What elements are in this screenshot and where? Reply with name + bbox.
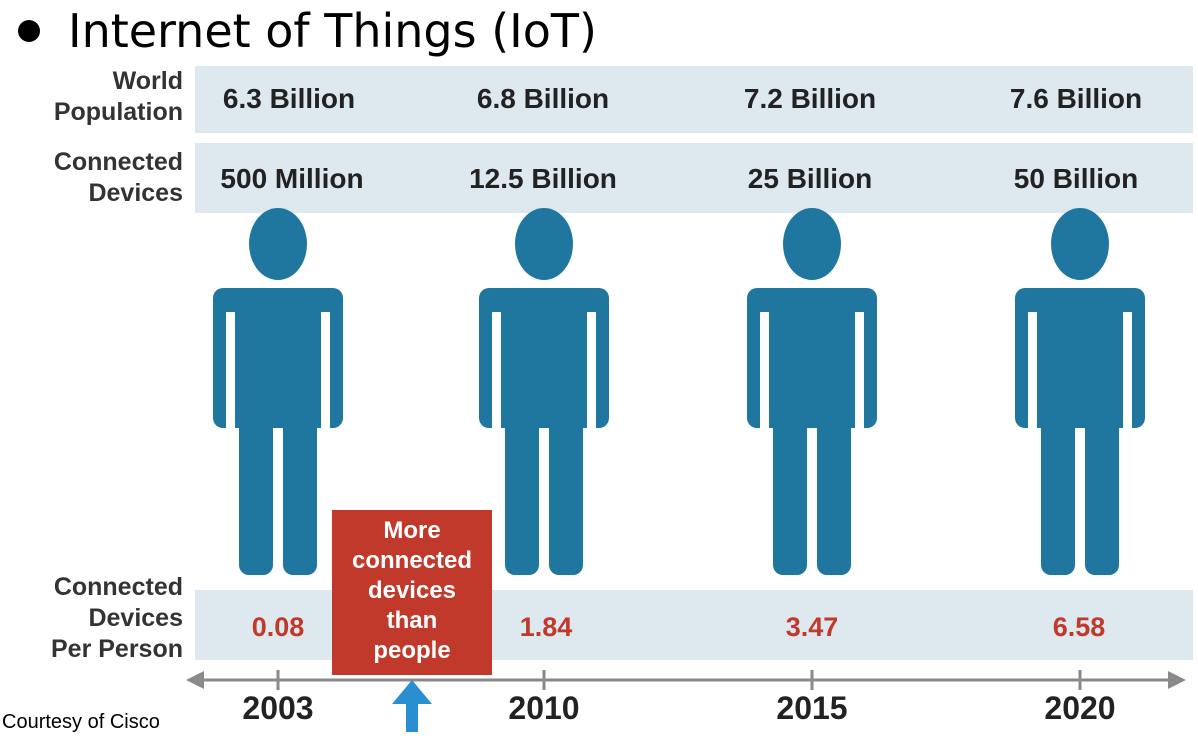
- person-icon-2015: [747, 208, 877, 575]
- year-2015: 2015: [776, 690, 848, 726]
- year-2010: 2010: [508, 690, 580, 726]
- callout-line: than: [386, 607, 438, 634]
- devices-2010: 12.5 Billion: [469, 163, 617, 194]
- devices-2020: 50 Billion: [1013, 163, 1139, 194]
- per-person-2015: 3.47: [785, 612, 839, 642]
- axis-right-arrow-icon: [1168, 671, 1186, 689]
- row-label-line: Per Person: [50, 635, 183, 663]
- callout-box: More connected devices than people: [332, 510, 492, 675]
- population-2015: 7.2 Billion: [743, 83, 877, 114]
- year-2020: 2020: [1044, 690, 1116, 726]
- up-arrow-icon: [392, 680, 432, 732]
- row-label-line: Population: [53, 98, 183, 126]
- callout-line: people: [373, 637, 451, 664]
- slide-title-row: Internet of Things (IoT): [18, 0, 597, 62]
- per-person-2020: 6.58: [1052, 612, 1106, 642]
- person-icon-2020: [1015, 208, 1145, 575]
- row-label-per-person: Connected Devices Per Person: [51, 572, 183, 665]
- row-label-line: Connected: [53, 573, 183, 601]
- population-band: [195, 66, 1193, 133]
- row-label-line: Devices: [88, 604, 183, 632]
- row-label-line: Connected: [53, 148, 183, 176]
- row-label-line: Devices: [88, 179, 183, 207]
- per-person-2003: 0.08: [251, 612, 305, 642]
- devices-2015: 25 Billion: [747, 163, 873, 194]
- credit-text: Courtesy of Cisco: [2, 711, 160, 733]
- row-label-devices: Connected Devices: [54, 147, 183, 209]
- bullet-icon: [18, 20, 40, 42]
- per-person-2010: 1.84: [519, 612, 573, 642]
- devices-2003: 500 Million: [220, 163, 364, 194]
- population-2020: 7.6 Billion: [1009, 83, 1143, 114]
- row-label-line: World: [112, 67, 183, 95]
- population-2003: 6.3 Billion: [222, 83, 356, 114]
- person-icon-2010: [479, 208, 609, 575]
- row-label-population: World Population: [54, 66, 183, 128]
- timeline-axis: [186, 670, 1186, 690]
- devices-band: [195, 143, 1193, 213]
- population-2010: 6.8 Billion: [476, 83, 610, 114]
- callout-line: devices: [367, 577, 457, 604]
- person-icon-2003: [213, 208, 343, 575]
- slide-title: Internet of Things (IoT): [68, 4, 597, 58]
- callout-line: More: [383, 517, 441, 544]
- axis-left-arrow-icon: [186, 671, 204, 689]
- year-2003: 2003: [242, 690, 314, 726]
- callout-line: connected: [351, 547, 473, 574]
